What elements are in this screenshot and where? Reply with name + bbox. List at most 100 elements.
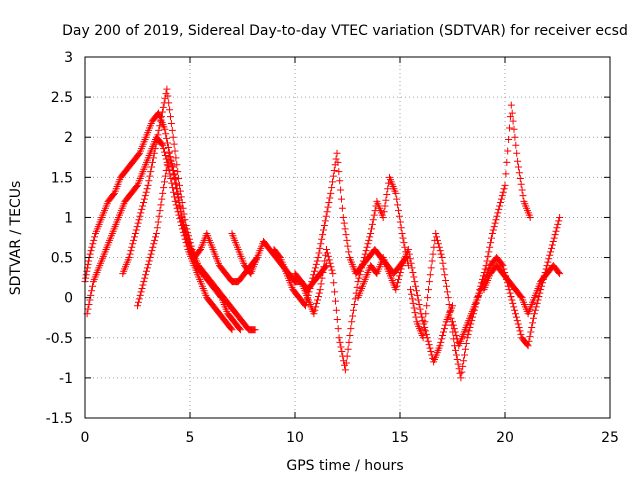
data-point <box>432 229 440 237</box>
data-point <box>90 236 98 244</box>
data-point <box>546 251 554 259</box>
data-point <box>317 280 325 288</box>
axis-ticks: 0 5 10 15 20 25 -1.5 -1 -0.5 0 0.5 1 1.5 2 2.5 3 <box>46 50 619 446</box>
data-point <box>331 288 339 296</box>
data-point <box>125 254 133 262</box>
data-point <box>332 155 340 163</box>
data-point <box>330 166 338 174</box>
data-point <box>314 296 321 304</box>
data-point <box>175 174 183 182</box>
data-point <box>164 162 172 170</box>
data-point <box>456 369 464 377</box>
data-point <box>329 178 336 186</box>
data-point <box>452 346 459 354</box>
data-point <box>338 195 345 203</box>
data-point <box>150 149 158 157</box>
data-point <box>143 185 151 193</box>
data-point <box>392 189 400 197</box>
data-point <box>325 256 333 264</box>
data-point <box>412 282 420 290</box>
data-point <box>528 323 536 331</box>
data-point <box>406 255 414 263</box>
data-point <box>154 218 162 226</box>
data-point <box>324 252 332 260</box>
data-point <box>446 307 454 315</box>
data-point <box>447 314 455 322</box>
data-point <box>398 229 406 237</box>
data-point <box>364 240 372 248</box>
data-point <box>555 268 563 276</box>
data-point <box>336 177 344 185</box>
data-point <box>166 153 174 161</box>
data-point <box>353 283 361 291</box>
data-point <box>514 320 522 328</box>
data-point <box>152 140 160 148</box>
data-point <box>516 327 524 335</box>
data-point <box>507 293 515 301</box>
data-point <box>345 338 353 346</box>
data-point <box>555 217 563 225</box>
data-point <box>156 207 164 215</box>
data-point <box>343 236 351 244</box>
data-point <box>332 306 340 314</box>
data-point <box>139 281 147 289</box>
data-point <box>129 240 137 248</box>
data-point <box>529 319 537 327</box>
data-point <box>508 109 516 117</box>
data-point <box>317 240 325 248</box>
data-point <box>338 204 346 212</box>
data-point <box>335 334 343 342</box>
data-point <box>147 250 155 258</box>
data-point <box>392 286 400 294</box>
data-point <box>440 325 448 333</box>
data-point <box>429 250 437 258</box>
x-tick-label: 20 <box>496 430 514 446</box>
data-point <box>394 279 402 287</box>
data-point <box>159 141 167 149</box>
data-point <box>310 310 318 318</box>
data-point <box>439 331 447 339</box>
data-point <box>165 149 173 157</box>
data-point <box>424 337 432 345</box>
data-point <box>427 348 435 356</box>
data-point <box>418 313 426 321</box>
data-point <box>170 166 177 174</box>
data-point <box>367 229 375 237</box>
y-tick-label: 0.5 <box>51 251 73 267</box>
data-point <box>506 124 513 132</box>
data-point <box>153 224 161 232</box>
data-point <box>162 166 170 174</box>
data-point <box>173 161 181 169</box>
data-point <box>170 170 178 178</box>
data-point <box>144 181 152 189</box>
data-point <box>490 223 498 231</box>
data-point <box>163 134 171 142</box>
data-point <box>136 291 144 299</box>
data-point <box>133 223 141 231</box>
data-point <box>515 163 522 171</box>
data-point <box>463 334 471 342</box>
data-point <box>499 262 507 270</box>
data-point <box>369 216 377 224</box>
data-point <box>436 342 444 350</box>
data-point <box>168 126 176 134</box>
data-point <box>527 328 535 336</box>
data-point <box>83 267 91 275</box>
data-point <box>345 248 353 256</box>
data-point <box>147 168 155 176</box>
data-point <box>172 179 180 187</box>
data-point <box>139 202 147 210</box>
data-point <box>517 330 525 338</box>
plot-frame <box>84 56 611 419</box>
data-point <box>136 212 144 220</box>
data-point <box>159 189 167 197</box>
data-point <box>363 243 371 251</box>
data-point <box>84 305 92 313</box>
data-point <box>425 341 433 349</box>
data-point <box>427 264 435 272</box>
data-point <box>110 191 117 199</box>
data-point <box>131 229 139 237</box>
data-point <box>437 338 445 346</box>
y-tick-label: 1.5 <box>51 170 73 186</box>
data-point <box>326 194 334 202</box>
